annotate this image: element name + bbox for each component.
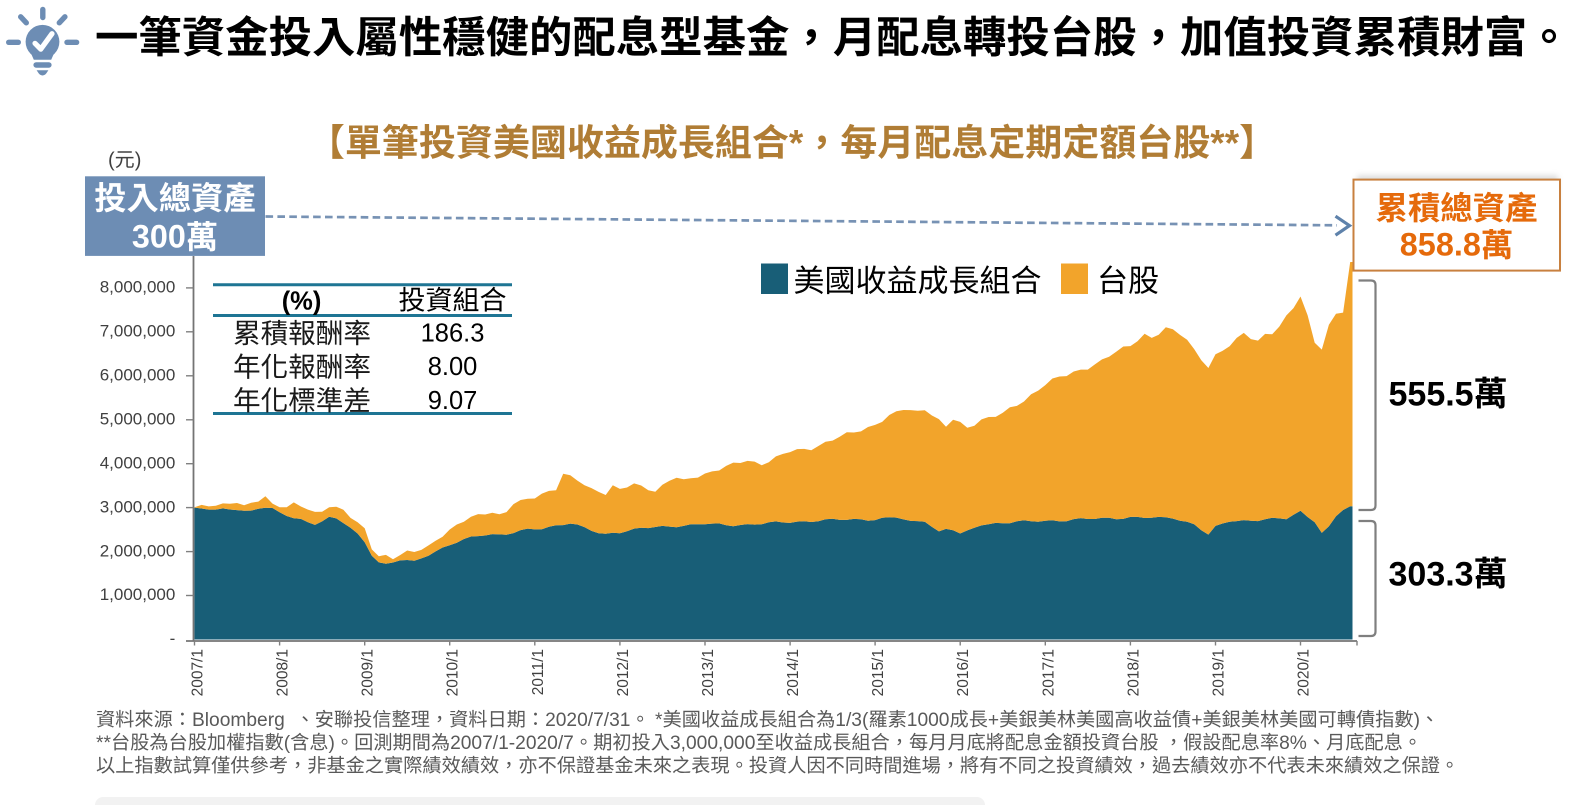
svg-text:*: * (789, 123, 804, 164)
svg-text:(: ( (108, 150, 115, 172)
svg-text:): ) (329, 733, 335, 754)
svg-text:8.00: 8.00 (428, 353, 478, 381)
svg-text:555.5: 555.5 (1389, 376, 1474, 414)
svg-text:+: + (1191, 710, 1202, 731)
svg-text:6,000,000: 6,000,000 (100, 366, 176, 385)
svg-text:1,000,000: 1,000,000 (100, 585, 176, 604)
svg-text:2008/1: 2008/1 (275, 649, 292, 696)
svg-text:5,000,000: 5,000,000 (100, 409, 176, 428)
svg-text:7,000,000: 7,000,000 (100, 322, 176, 341)
svg-text:-: - (170, 629, 176, 648)
svg-text:2011/1: 2011/1 (530, 649, 547, 695)
svg-text:Bloomberg: Bloomberg (192, 710, 295, 731)
svg-text:2007/1: 2007/1 (190, 649, 207, 696)
svg-text:8,000,000: 8,000,000 (100, 278, 176, 297)
svg-text:3,000,000: 3,000,000 (100, 497, 176, 516)
svg-text:): ) (135, 150, 142, 172)
svg-text:2020/7/31: 2020/7/31 (545, 710, 630, 731)
svg-text:**: ** (96, 733, 111, 754)
svg-text:(%): (%) (282, 288, 322, 316)
svg-text:(: ( (284, 733, 291, 754)
svg-text:2020/1: 2020/1 (1296, 649, 1313, 696)
svg-text:): ) (1414, 710, 1420, 731)
svg-text:2007/1-2020/7: 2007/1-2020/7 (450, 733, 574, 754)
svg-text:4,000,000: 4,000,000 (100, 453, 176, 472)
svg-text:303.3: 303.3 (1389, 556, 1474, 594)
svg-text:9.07: 9.07 (428, 387, 478, 415)
svg-text:2,000,000: 2,000,000 (100, 541, 176, 560)
svg-text:+: + (988, 710, 999, 731)
svg-text:2010/1: 2010/1 (445, 649, 462, 696)
svg-text:**: ** (1210, 123, 1239, 164)
svg-text:186.3: 186.3 (421, 320, 485, 348)
svg-text:2012/1: 2012/1 (615, 649, 632, 696)
svg-text:1000: 1000 (907, 710, 950, 731)
svg-text:2015/1: 2015/1 (870, 649, 887, 696)
svg-text:8%: 8% (1279, 733, 1307, 754)
svg-text:2019/1: 2019/1 (1211, 649, 1228, 696)
svg-text:858.8: 858.8 (1400, 227, 1481, 263)
svg-text:1/3(: 1/3( (835, 710, 869, 731)
svg-text:2018/1: 2018/1 (1125, 649, 1142, 696)
svg-text:2013/1: 2013/1 (700, 649, 717, 696)
svg-text:2016/1: 2016/1 (955, 649, 972, 696)
svg-text:2014/1: 2014/1 (785, 649, 802, 696)
svg-text:3,000,000: 3,000,000 (670, 733, 755, 754)
svg-text:*: * (650, 710, 663, 731)
svg-text:2009/1: 2009/1 (360, 649, 377, 696)
svg-text:300: 300 (132, 219, 186, 255)
svg-text:2017/1: 2017/1 (1040, 649, 1057, 696)
